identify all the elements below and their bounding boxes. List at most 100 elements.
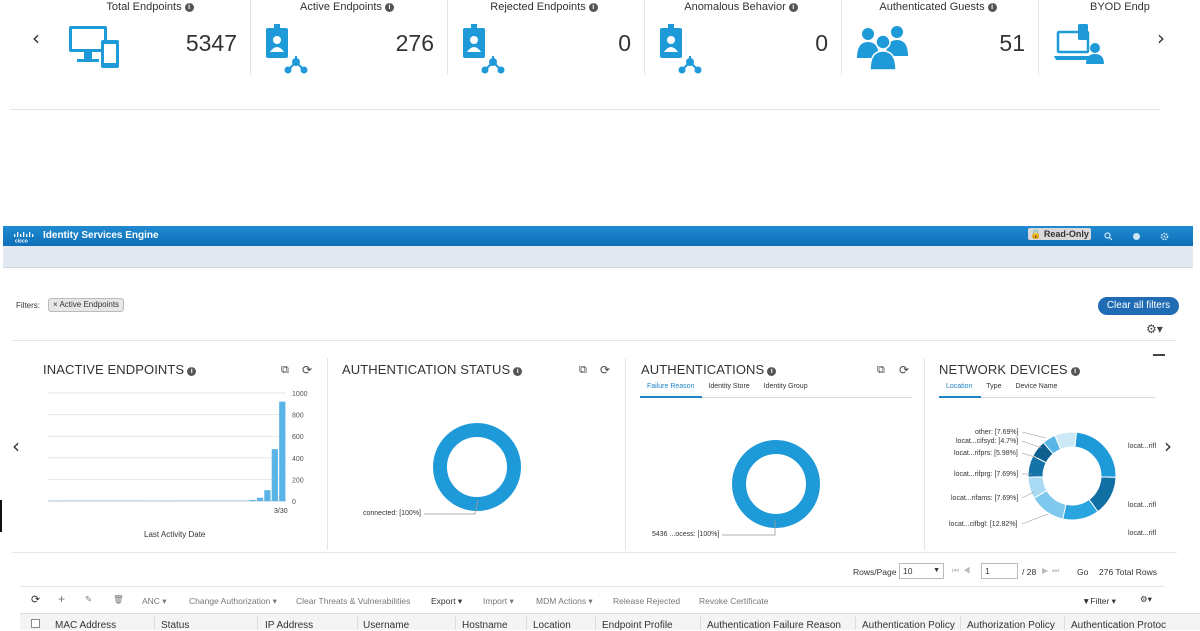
next-arrow-icon[interactable]: › — [1157, 26, 1165, 50]
clear-all-filters-button[interactable]: Clear all filters — [1098, 297, 1179, 315]
bar[interactable] — [137, 500, 145, 501]
change-authorization-menu[interactable]: Change Authorization ▾ — [189, 596, 277, 606]
settings-gear-icon[interactable]: ⚙▾ — [1146, 322, 1163, 336]
mdm-actions-menu[interactable]: MDM Actions ▾ — [536, 596, 593, 606]
column-header[interactable]: Hostname — [462, 620, 508, 631]
refresh-icon[interactable]: ⟳ — [31, 594, 41, 606]
expand-icon[interactable]: ⧉ — [877, 364, 885, 376]
tab-location[interactable]: Location — [946, 383, 973, 390]
bar[interactable] — [271, 449, 278, 501]
bar[interactable] — [48, 500, 55, 501]
bar[interactable] — [152, 500, 159, 501]
bar[interactable] — [160, 500, 167, 501]
dashlet-bottom-border — [12, 552, 1177, 553]
column-header[interactable]: MAC Address — [55, 620, 117, 631]
dashlet-prev-arrow-icon[interactable]: ‹ — [12, 434, 20, 458]
search-icon[interactable] — [1104, 232, 1113, 241]
gear-icon[interactable] — [1160, 232, 1169, 241]
cisco-logo-icon: cisco — [14, 232, 34, 243]
kpi-active-endpoints[interactable]: Active Endpoints i 276 — [252, 0, 442, 75]
refresh-icon[interactable]: ⟳ — [899, 363, 910, 377]
rows-per-page-value: 10 — [903, 566, 913, 576]
bar[interactable] — [219, 500, 226, 501]
bar[interactable] — [175, 500, 182, 501]
bar[interactable] — [70, 500, 78, 501]
edit-icon[interactable]: ✎ — [85, 594, 93, 604]
bar[interactable] — [234, 500, 241, 501]
refresh-icon[interactable]: ⟳ — [302, 363, 313, 377]
bar[interactable] — [78, 500, 85, 501]
import-menu[interactable]: Import ▾ — [483, 596, 514, 606]
bar[interactable] — [197, 500, 204, 501]
bar[interactable] — [130, 500, 137, 501]
kpi-byod-endpoints[interactable]: BYOD Endpc — [1040, 0, 1150, 75]
kpi-anomalous-behavior[interactable]: Anomalous Behavior i 0 — [646, 0, 836, 75]
prev-arrow-icon[interactable]: ‹ — [32, 26, 40, 50]
go-button[interactable]: Go — [1077, 567, 1089, 577]
clear-threats-button[interactable]: Clear Threats & Vulnerabilities — [296, 596, 411, 606]
dashlet-next-arrow-icon[interactable]: › — [1164, 434, 1172, 458]
bar[interactable] — [256, 497, 264, 501]
bar[interactable] — [108, 500, 115, 501]
release-rejected-button[interactable]: Release Rejected — [613, 596, 681, 606]
revoke-certificate-button[interactable]: Revoke Certificate — [699, 596, 769, 606]
nd-label-right-3: locat...rifl — [1128, 530, 1157, 537]
kpi-rejected-endpoints[interactable]: Rejected Endpoints i 0 — [449, 0, 639, 75]
refresh-icon[interactable]: ⟳ — [600, 363, 611, 377]
bar[interactable] — [56, 500, 63, 501]
add-icon[interactable]: + — [58, 592, 66, 606]
column-header[interactable]: Authentication Protoc — [1071, 620, 1167, 631]
table-settings-gear-icon[interactable]: ⚙▾ — [1140, 594, 1152, 604]
bar[interactable] — [63, 500, 70, 501]
bar[interactable] — [204, 500, 212, 501]
column-header[interactable]: Endpoint Profile — [602, 620, 673, 631]
page-input[interactable]: 1 — [981, 563, 1018, 579]
bar[interactable] — [93, 500, 100, 501]
kpi-total-endpoints[interactable]: Total Endpoints i 5347 — [55, 0, 245, 75]
expand-icon[interactable]: ⧉ — [281, 364, 289, 376]
bar[interactable] — [189, 500, 197, 501]
kpi-title: BYOD Endpc — [1090, 1, 1150, 13]
bar[interactable] — [85, 500, 93, 501]
bar[interactable] — [182, 500, 189, 501]
column-header[interactable]: Authentication Policy — [862, 620, 955, 631]
app-title: Identity Services Engine — [43, 230, 159, 241]
tab-type[interactable]: Type — [986, 383, 1002, 390]
bar[interactable] — [115, 500, 122, 501]
donut-slice[interactable] — [1074, 431, 1117, 478]
help-icon[interactable] — [1132, 232, 1141, 241]
filter-chip-active-endpoints[interactable]: × Active Endpoints — [48, 298, 125, 312]
column-header[interactable]: Username — [363, 620, 410, 631]
first-prev-page-icons[interactable]: ⏮◀ — [952, 566, 975, 575]
kpi-authenticated-guests[interactable]: Authenticated Guests i 51 — [843, 0, 1033, 75]
rows-per-page-select[interactable]: 10 ▼ — [899, 563, 944, 579]
donut-slice[interactable] — [1054, 431, 1077, 450]
filter-menu[interactable]: ▼Filter ▾ — [1082, 596, 1116, 607]
bar[interactable] — [212, 500, 219, 501]
collapse-icon[interactable] — [1153, 354, 1165, 356]
bar[interactable] — [241, 500, 249, 501]
column-header[interactable]: Status — [161, 620, 190, 631]
tab-failure-reason[interactable]: Failure Reason — [647, 383, 695, 390]
column-header[interactable]: Location — [533, 620, 571, 631]
trash-icon[interactable]: 🗑 — [113, 594, 124, 604]
bar[interactable] — [264, 490, 271, 501]
bar[interactable] — [167, 500, 174, 501]
tab-identity-group[interactable]: Identity Group — [763, 383, 808, 390]
bar[interactable] — [227, 500, 234, 501]
bar[interactable] — [145, 500, 152, 501]
tab-device-name[interactable]: Device Name — [1015, 383, 1058, 390]
expand-icon[interactable]: ⧉ — [579, 364, 587, 376]
column-header[interactable]: Authorization Policy — [967, 620, 1055, 631]
next-last-page-icons[interactable]: ▶⏭ — [1042, 566, 1064, 575]
bar[interactable] — [249, 500, 256, 501]
column-header[interactable]: Authentication Failure Reason — [707, 620, 841, 631]
column-header[interactable]: IP Address — [265, 620, 314, 631]
bar[interactable] — [279, 401, 286, 501]
bar[interactable] — [100, 500, 107, 501]
select-all-checkbox[interactable] — [31, 619, 40, 628]
bar[interactable] — [122, 500, 130, 501]
export-menu[interactable]: Export ▾ — [431, 596, 463, 606]
tab-identity-store[interactable]: Identity Store — [708, 383, 750, 390]
anc-menu[interactable]: ANC ▾ — [142, 596, 167, 606]
